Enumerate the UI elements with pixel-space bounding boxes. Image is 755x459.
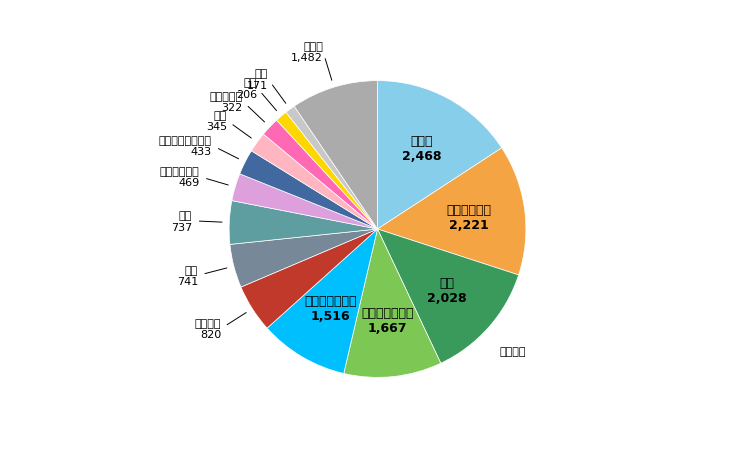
Wedge shape	[344, 230, 441, 378]
Wedge shape	[286, 107, 378, 230]
Text: マレーシア
322: マレーシア 322	[210, 91, 243, 113]
Text: 台湾
345: 台湾 345	[206, 111, 227, 132]
Wedge shape	[240, 151, 378, 230]
Text: シンガポール
469: シンガポール 469	[160, 166, 199, 188]
Text: 単位：件: 単位：件	[499, 346, 525, 356]
Wedge shape	[294, 81, 378, 230]
Wedge shape	[230, 230, 378, 287]
Text: 中国
2,028: 中国 2,028	[427, 276, 467, 304]
Text: ニュージーランド
433: ニュージーランド 433	[159, 135, 212, 157]
Text: バングラデシュ
1,516: バングラデシュ 1,516	[304, 295, 357, 323]
Text: 日本
741: 日本 741	[177, 265, 198, 286]
Wedge shape	[263, 121, 378, 230]
Text: 韓国
171: 韓国 171	[247, 69, 268, 91]
Wedge shape	[251, 135, 378, 230]
Text: インドネシア
2,221: インドネシア 2,221	[446, 203, 492, 231]
Wedge shape	[229, 201, 378, 245]
Text: タイ
206: タイ 206	[236, 78, 257, 100]
Text: インド
2,468: インド 2,468	[402, 135, 441, 163]
Wedge shape	[267, 230, 378, 374]
Wedge shape	[378, 230, 519, 364]
Wedge shape	[276, 113, 378, 230]
Wedge shape	[241, 230, 378, 329]
Wedge shape	[232, 174, 378, 230]
Text: 香港
737: 香港 737	[171, 211, 193, 232]
Text: オーストラリア
1,667: オーストラリア 1,667	[361, 307, 414, 335]
Wedge shape	[378, 149, 526, 275]
Wedge shape	[378, 81, 502, 230]
Text: その他
1,482: その他 1,482	[291, 42, 323, 63]
Text: ベトナム
820: ベトナム 820	[195, 318, 221, 340]
